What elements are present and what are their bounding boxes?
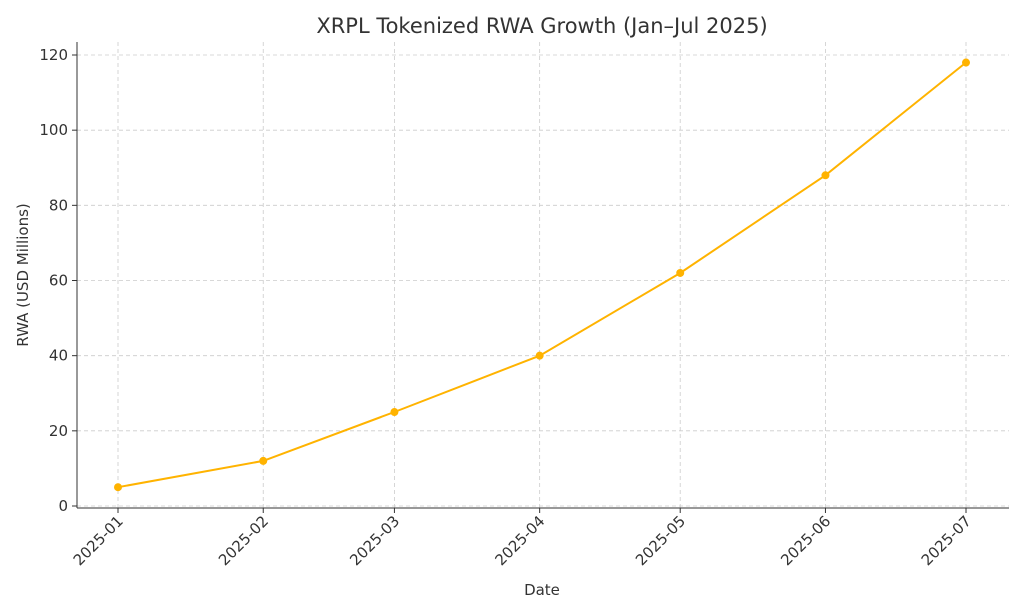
chart-title: XRPL Tokenized RWA Growth (Jan–Jul 2025) <box>316 14 767 38</box>
x-ticks: 2025-01 2025-02 2025-03 2025-04 2025-05 2025-… <box>70 508 975 569</box>
x-tick-label: 2025-06 <box>777 512 834 569</box>
data-point <box>676 268 685 277</box>
y-tick-label: 20 <box>49 422 68 440</box>
series <box>114 58 970 492</box>
grid <box>77 42 1009 508</box>
x-tick-label: 2025-01 <box>70 512 127 569</box>
x-tick-label: 2025-05 <box>632 512 689 569</box>
data-point <box>390 408 399 417</box>
x-tick-label: 2025-07 <box>918 512 975 569</box>
data-point <box>535 351 544 360</box>
y-tick-label: 0 <box>58 497 68 515</box>
x-tick-label: 2025-03 <box>346 512 403 569</box>
y-tick-label: 40 <box>49 347 68 365</box>
x-tick-label: 2025-04 <box>491 512 548 569</box>
data-point <box>962 58 970 67</box>
data-point <box>821 171 830 180</box>
x-tick-label: 2025-02 <box>215 512 272 569</box>
y-axis-label: RWA (USD Millions) <box>14 203 32 347</box>
y-tick-label: 100 <box>39 121 68 139</box>
data-point <box>259 456 268 465</box>
x-axis-label: Date <box>524 581 560 599</box>
series-line <box>117 61 967 489</box>
y-tick-label: 80 <box>49 196 68 214</box>
y-ticks: 0 20 40 60 80 100 120 <box>39 46 77 515</box>
y-tick-label: 60 <box>49 272 68 290</box>
y-tick-label: 120 <box>39 46 68 64</box>
axes <box>76 42 1009 509</box>
data-point <box>114 483 122 492</box>
